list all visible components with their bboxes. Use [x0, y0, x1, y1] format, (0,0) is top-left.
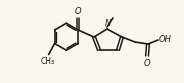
- Text: O: O: [75, 6, 81, 16]
- Text: CH₃: CH₃: [40, 57, 55, 66]
- Text: OH: OH: [159, 35, 172, 44]
- Text: N: N: [104, 19, 111, 28]
- Text: O: O: [144, 59, 150, 67]
